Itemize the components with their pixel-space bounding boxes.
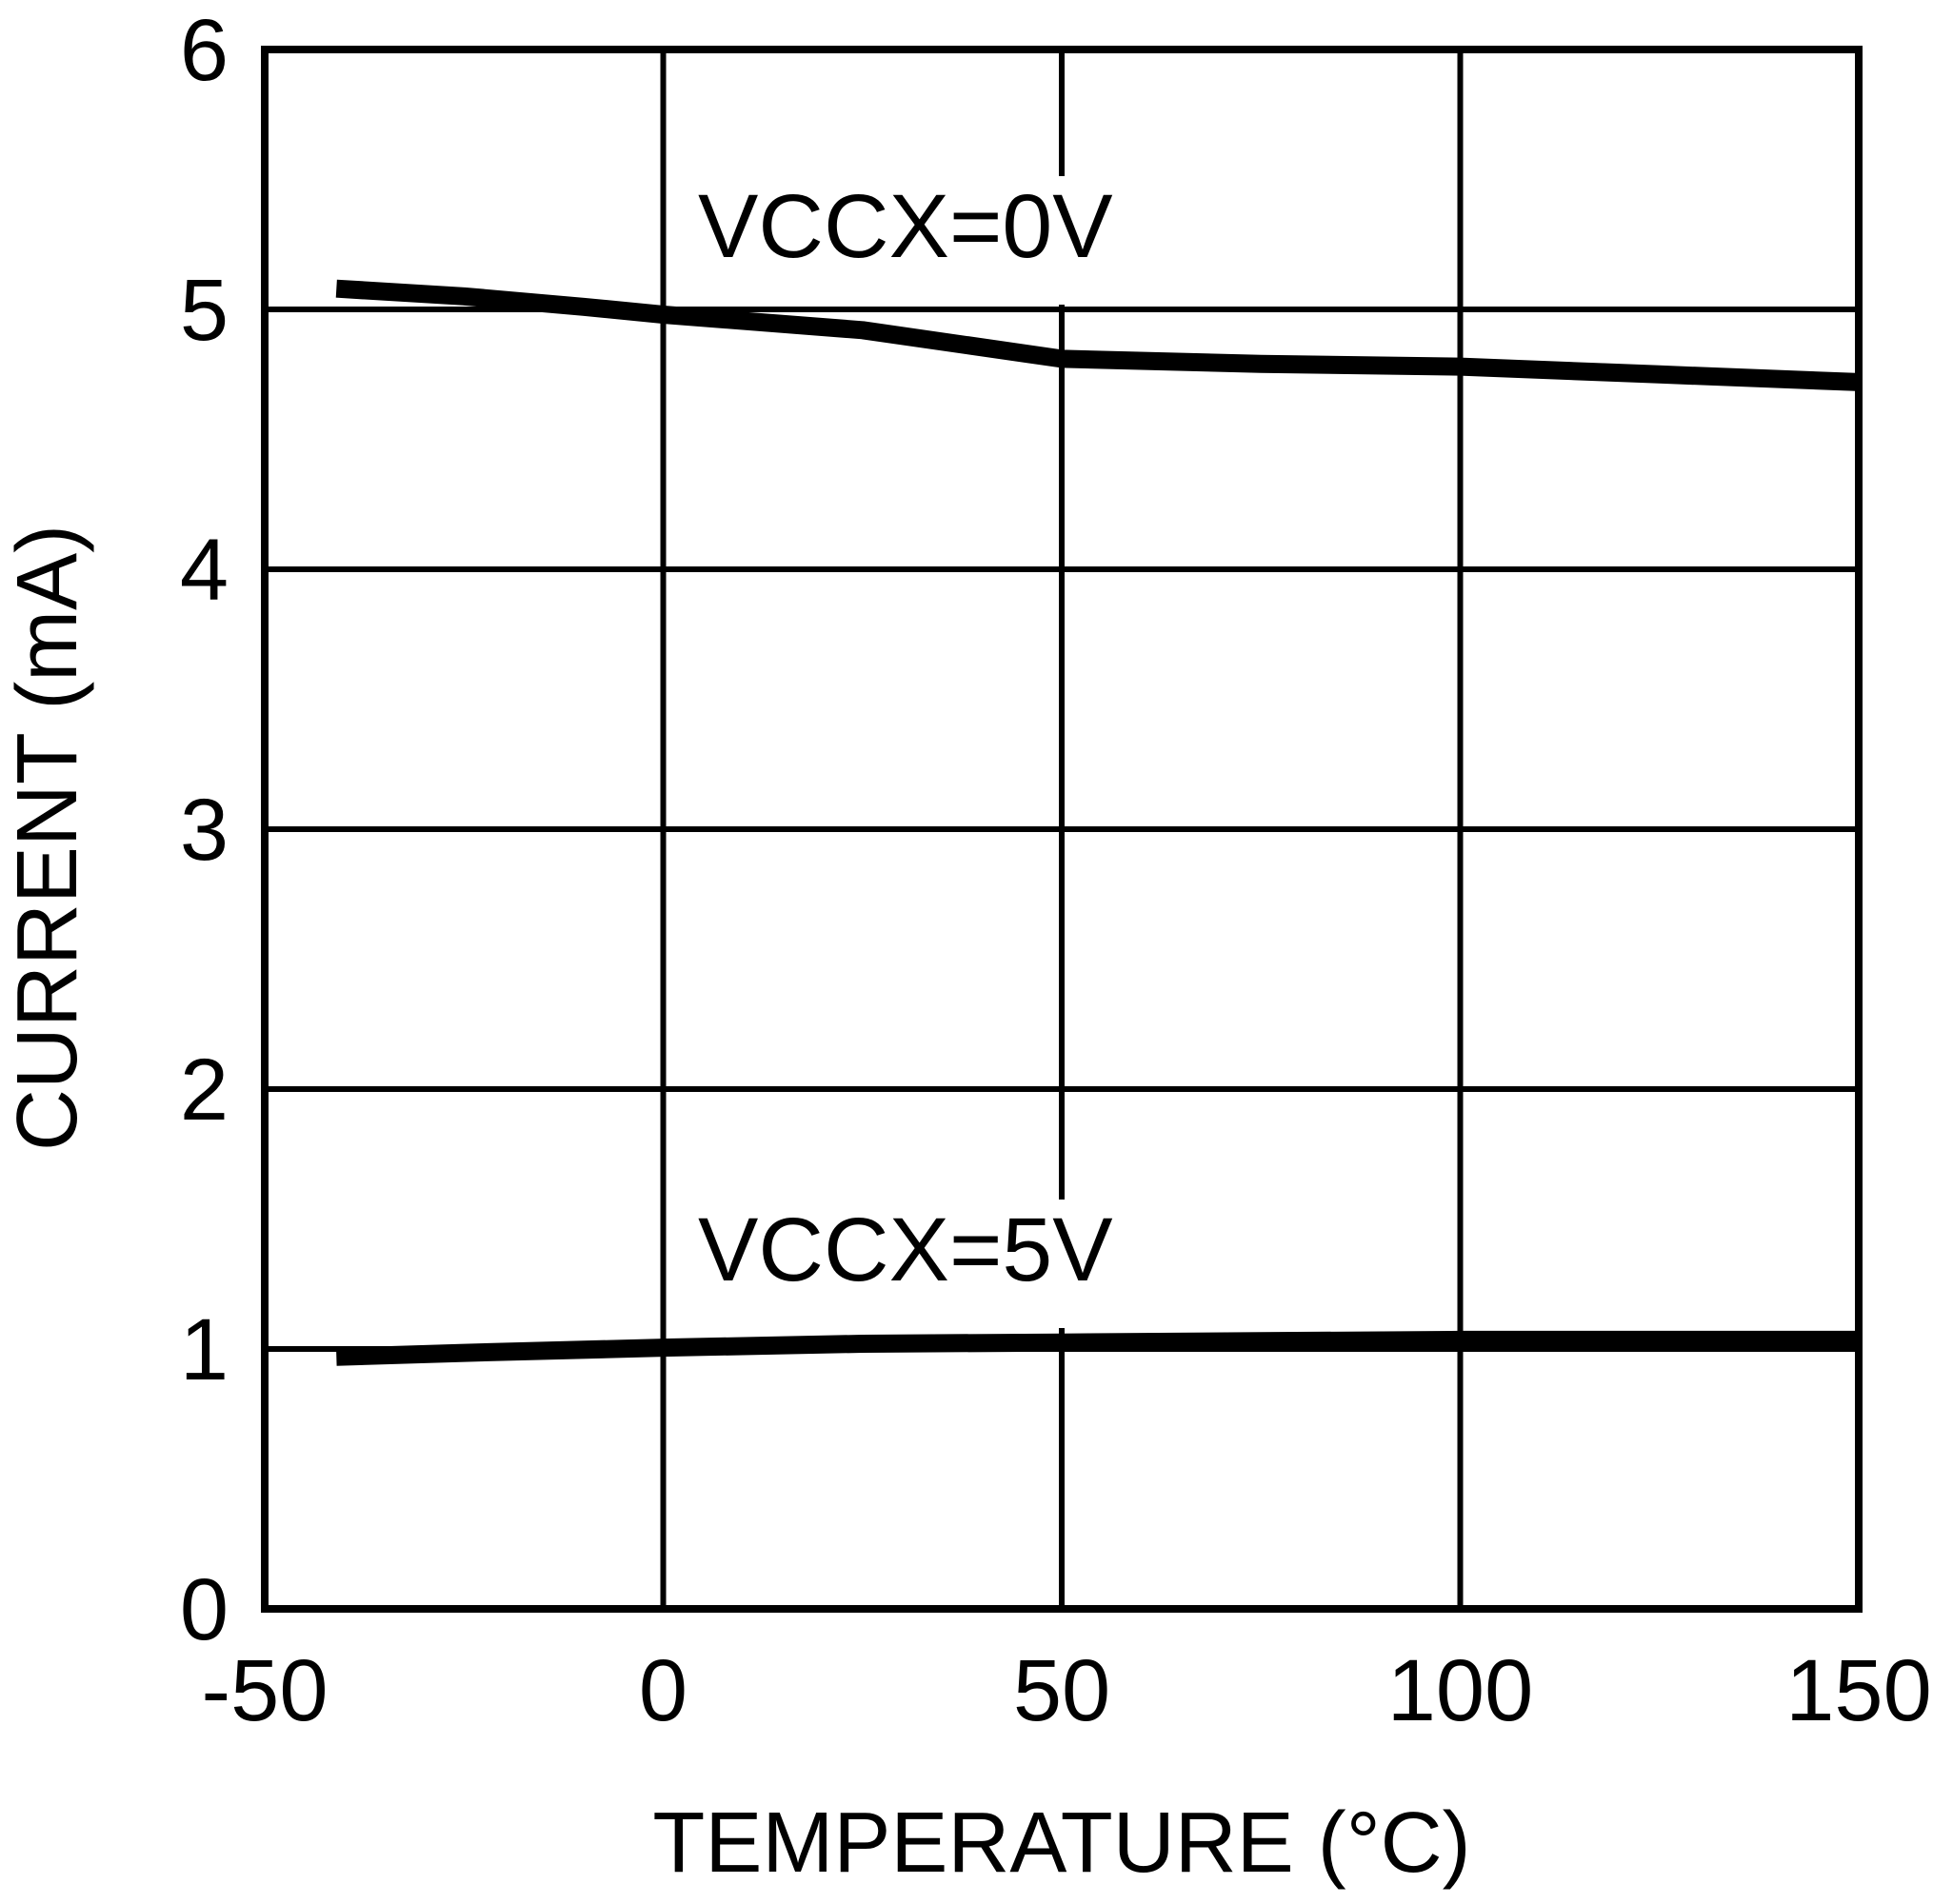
x-tick-label: 0	[638, 1642, 688, 1739]
series-annotation-vccx-5v: VCCX=5V	[692, 1200, 1142, 1328]
data-curves	[335, 279, 1859, 1366]
y-tick-label: 5	[179, 262, 229, 359]
plot-area	[265, 50, 1859, 1609]
y-tick-label: 0	[179, 1561, 229, 1658]
x-tick-label: 50	[1012, 1642, 1111, 1739]
y-tick-label: 6	[179, 2, 229, 99]
y-tick-label: 4	[179, 522, 229, 619]
x-tick-label: -50	[201, 1642, 329, 1739]
x-tick-label: 150	[1785, 1642, 1932, 1739]
y-tick-label: 2	[179, 1041, 229, 1139]
y-tick-label: 3	[179, 782, 229, 879]
y-tick-label: 1	[179, 1301, 229, 1398]
x-axis-title: TEMPERATURE (°C)	[652, 1795, 1471, 1891]
series-annotation-vccx-0v: VCCX=0V	[692, 176, 1142, 305]
x-tick-label: 100	[1386, 1642, 1534, 1739]
series-curve-vccx-5v	[336, 1330, 1859, 1366]
series-curve-vccx-0v	[335, 279, 1859, 391]
